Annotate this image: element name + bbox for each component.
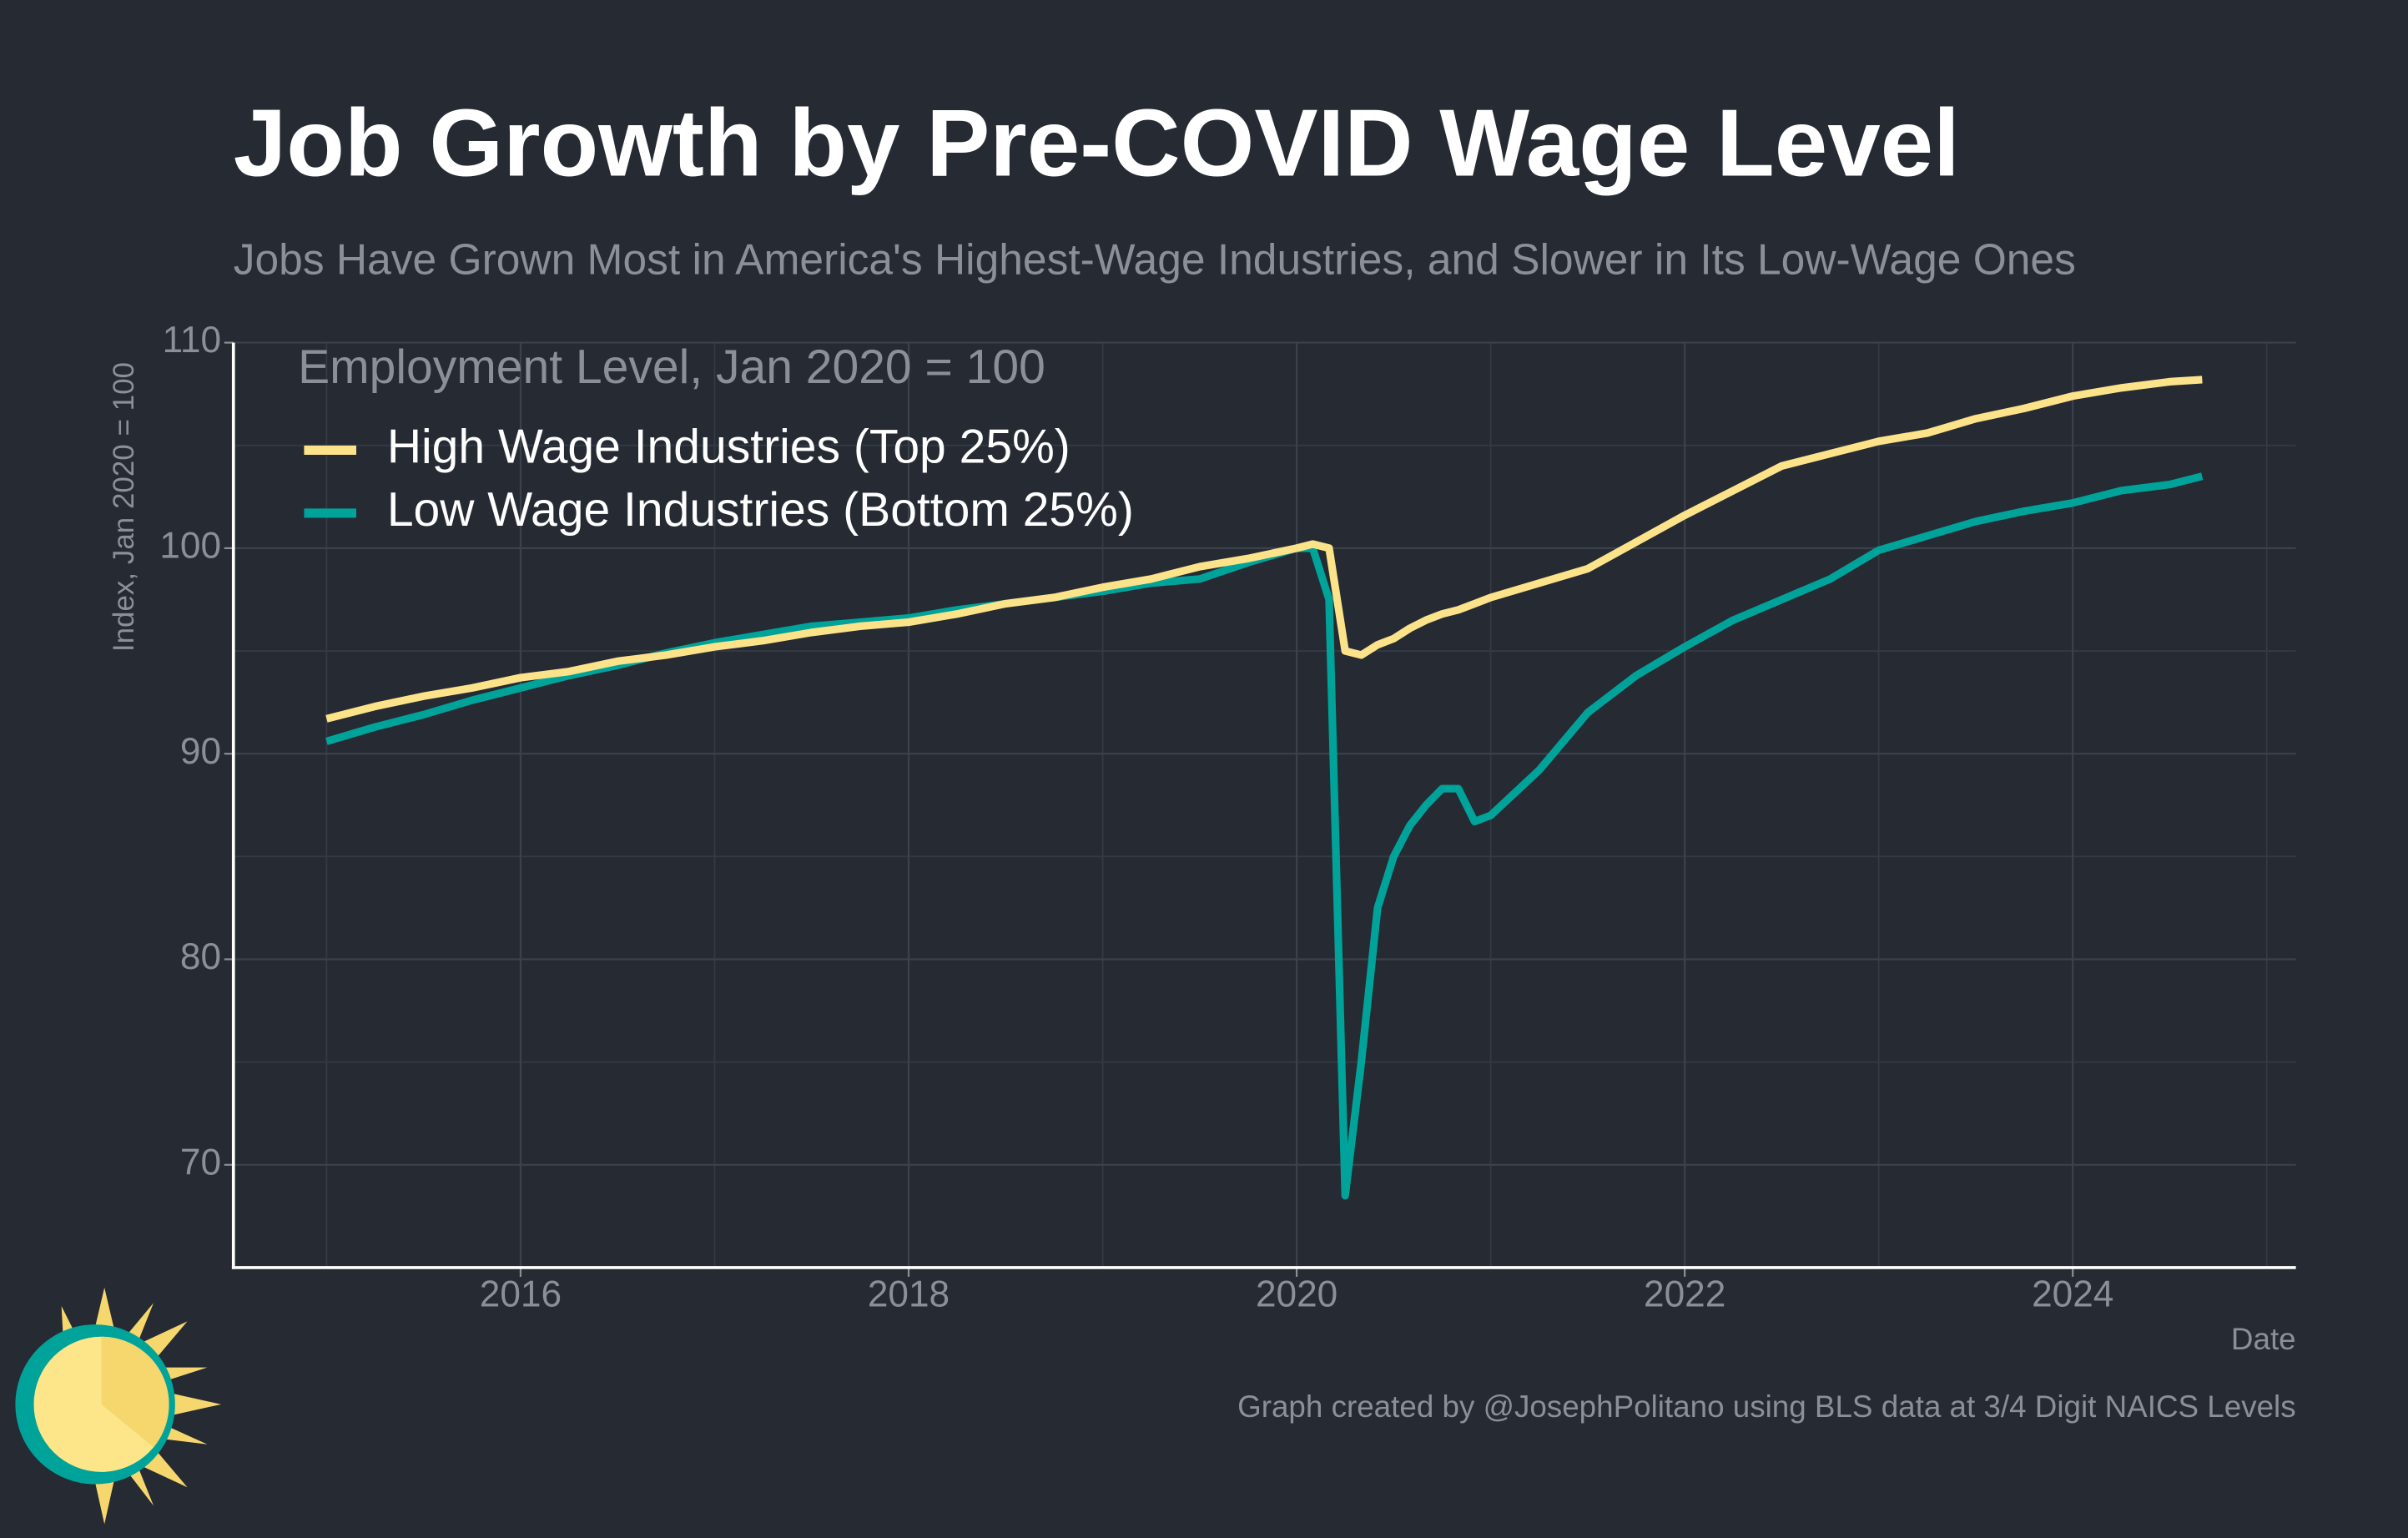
x-tick-label: 2020 bbox=[1256, 1274, 1337, 1315]
y-tick-label: 90 bbox=[180, 731, 221, 772]
y-tick-label: 70 bbox=[180, 1142, 221, 1182]
logo bbox=[15, 1287, 222, 1525]
y-tick-label: 100 bbox=[159, 526, 221, 567]
legend-label: High Wage Industries (Top 25%) bbox=[387, 421, 1071, 474]
chart-title: Job Growth by Pre-COVID Wage Level bbox=[234, 91, 1960, 197]
x-tick-label: 2024 bbox=[2032, 1274, 2113, 1315]
y-tick-label: 80 bbox=[180, 936, 221, 977]
y-axis-label: Index, Jan 2020 = 100 bbox=[108, 362, 140, 652]
x-axis-label: Date bbox=[2231, 1322, 2296, 1356]
legend-title: Employment Level, Jan 2020 = 100 bbox=[298, 340, 1045, 394]
x-tick-label: 2018 bbox=[868, 1274, 950, 1315]
caption: Graph created by @JosephPolitano using B… bbox=[1237, 1389, 2296, 1424]
series-line bbox=[325, 376, 2203, 723]
legend-label: Low Wage Industries (Bottom 25%) bbox=[387, 483, 1134, 537]
y-tick-label: 110 bbox=[163, 320, 221, 361]
x-tick-label: 2022 bbox=[1644, 1274, 1725, 1315]
chart-subtitle: Jobs Have Grown Most in America's Highes… bbox=[234, 234, 2076, 283]
x-tick-label: 2016 bbox=[480, 1274, 562, 1315]
